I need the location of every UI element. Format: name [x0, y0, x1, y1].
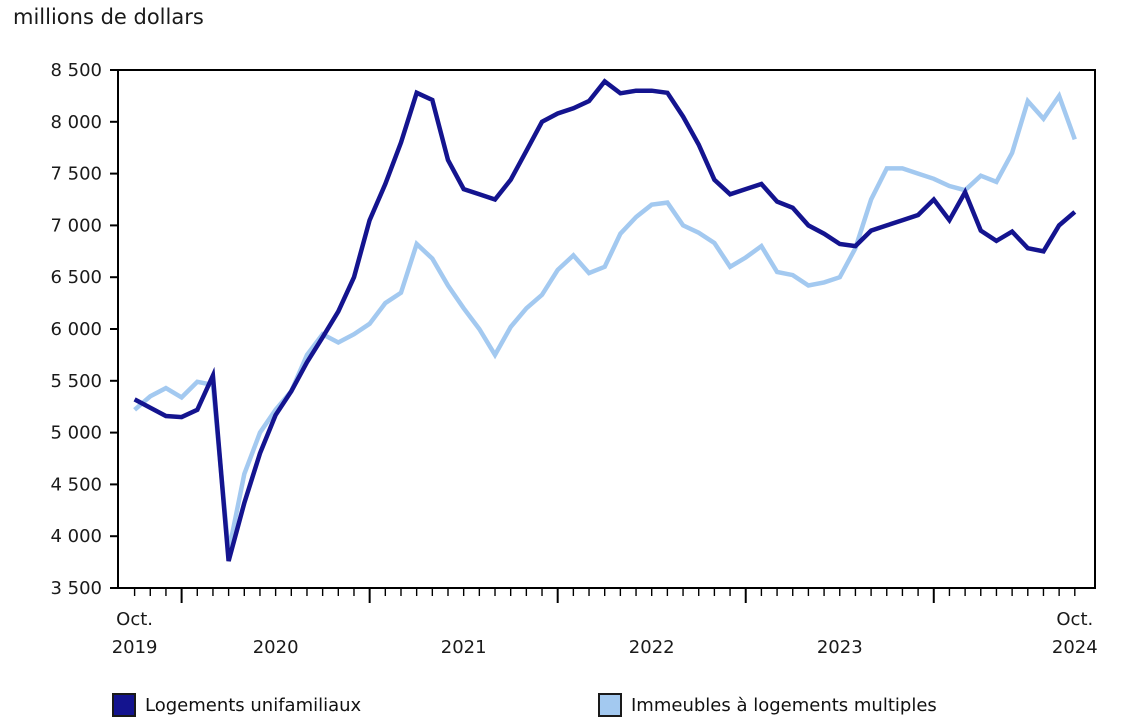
- x-axis-label-year: 2023: [817, 637, 863, 658]
- x-axis-label-year: 2021: [441, 637, 487, 658]
- y-axis-tick-label: 5 500: [50, 371, 102, 392]
- chart-unit-title: millions de dollars: [13, 5, 204, 29]
- x-axis-label-month: Oct.: [1056, 609, 1093, 630]
- series-line-unifamiliaux: [133, 78, 1077, 562]
- y-axis-tick-label: 7 000: [50, 215, 102, 236]
- x-axis-label-month: Oct.: [116, 609, 153, 630]
- x-axis-label-year: 2019: [112, 637, 158, 658]
- y-axis-tick-label: 8 000: [50, 112, 102, 133]
- y-axis-tick-label: 8 500: [50, 60, 102, 81]
- y-axis-tick-label: 7 500: [50, 164, 102, 185]
- y-axis-tick-label: 6 500: [50, 267, 102, 288]
- y-axis-tick-label: 5 000: [50, 423, 102, 444]
- x-axis-label-year: 2022: [629, 637, 675, 658]
- plot-border: [117, 69, 1096, 589]
- series-line-multiples: [133, 91, 1077, 553]
- x-axis-label-year: 2024: [1052, 637, 1098, 658]
- y-axis-tick-label: 3 500: [50, 578, 102, 599]
- x-axis-label-year: 2020: [253, 637, 299, 658]
- y-axis-tick-label: 6 000: [50, 319, 102, 340]
- y-axis-tick-label: 4 000: [50, 526, 102, 547]
- y-axis-tick-label: 4 500: [50, 474, 102, 495]
